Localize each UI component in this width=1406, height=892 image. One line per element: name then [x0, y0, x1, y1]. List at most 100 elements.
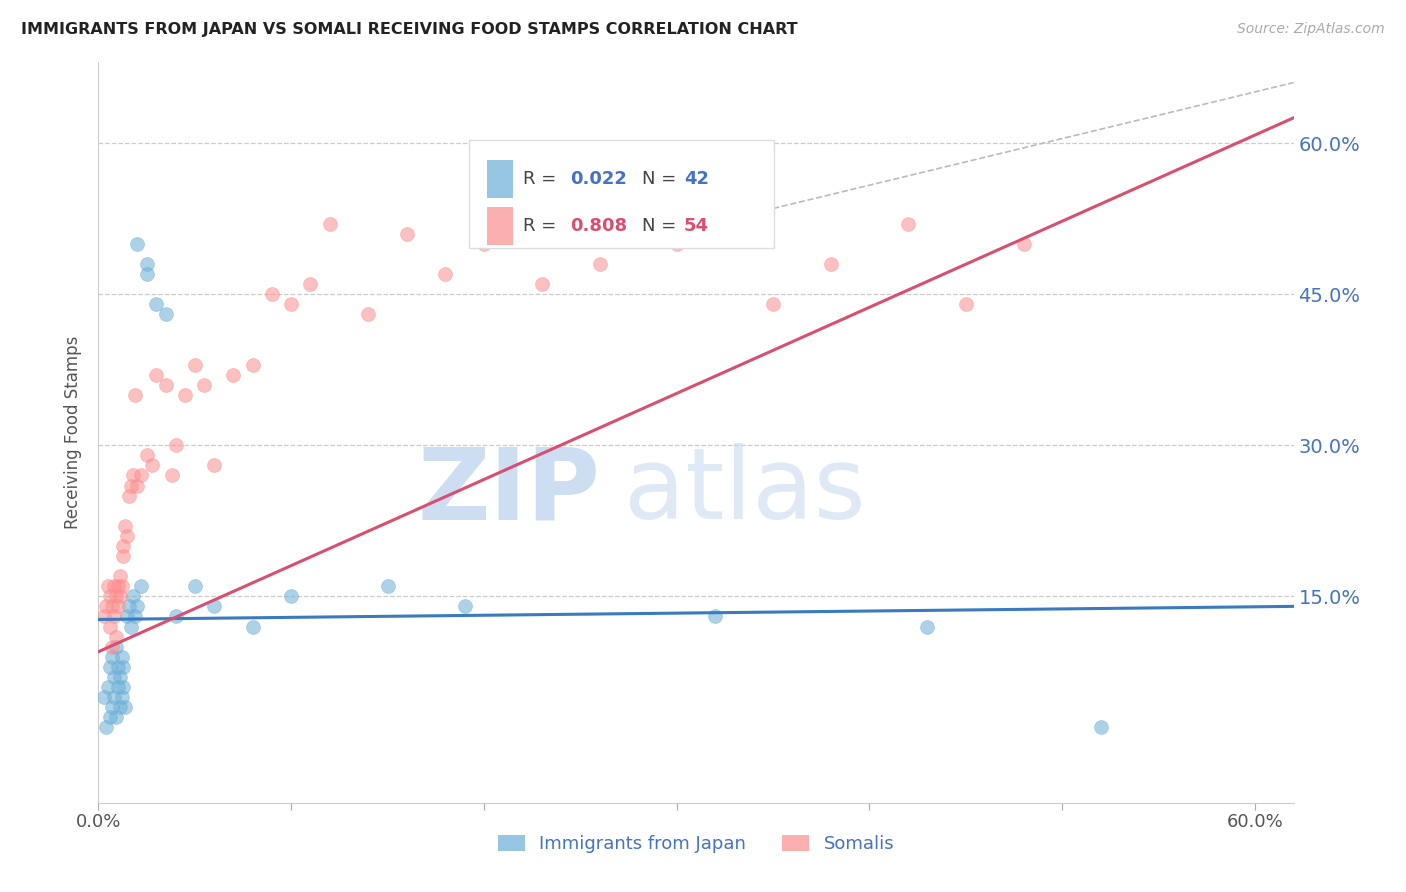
Point	[93, 690, 115, 704]
Point	[101, 700, 124, 714]
Point	[395, 227, 418, 241]
Point	[242, 619, 264, 633]
Text: N =: N =	[643, 217, 682, 235]
Point	[202, 458, 225, 473]
Point	[98, 710, 121, 724]
Point	[98, 590, 121, 604]
Point	[129, 468, 152, 483]
Point	[94, 599, 117, 614]
Point	[104, 710, 127, 724]
Point	[94, 720, 117, 734]
Text: atlas: atlas	[624, 443, 866, 541]
Point	[104, 640, 127, 654]
Point	[160, 468, 183, 483]
Point	[434, 267, 457, 281]
Text: R =: R =	[523, 169, 561, 188]
Text: 60.0%: 60.0%	[1226, 813, 1284, 830]
Point	[125, 599, 148, 614]
Point	[125, 478, 148, 492]
Point	[110, 690, 132, 704]
Point	[107, 680, 129, 694]
Text: 0.0%: 0.0%	[76, 813, 121, 830]
Text: R =: R =	[523, 217, 561, 235]
FancyBboxPatch shape	[486, 207, 513, 245]
Point	[107, 660, 129, 674]
Point	[108, 590, 131, 604]
Point	[135, 257, 157, 271]
Text: 0.808: 0.808	[571, 217, 627, 235]
Point	[112, 549, 135, 563]
Point	[97, 579, 120, 593]
Point	[184, 579, 207, 593]
Point	[377, 579, 399, 593]
Point	[222, 368, 245, 382]
Point	[1090, 720, 1112, 734]
Point	[112, 660, 135, 674]
Point	[117, 609, 139, 624]
FancyBboxPatch shape	[486, 160, 513, 198]
Point	[117, 529, 139, 543]
Point	[108, 569, 131, 583]
Point	[820, 257, 842, 271]
Point	[122, 468, 145, 483]
Point	[280, 590, 302, 604]
Point	[299, 277, 322, 291]
Point	[114, 700, 136, 714]
Point	[98, 660, 121, 674]
Point	[108, 670, 131, 684]
Point	[704, 609, 727, 624]
Point	[118, 489, 141, 503]
FancyBboxPatch shape	[470, 140, 773, 247]
Point	[762, 297, 785, 311]
Point	[129, 579, 152, 593]
Point	[193, 377, 215, 392]
Point	[103, 670, 125, 684]
Point	[917, 619, 939, 633]
Point	[120, 619, 142, 633]
Point	[472, 236, 495, 251]
Point	[1012, 236, 1035, 251]
Point	[122, 590, 145, 604]
Point	[104, 590, 127, 604]
Point	[665, 236, 688, 251]
Point	[103, 579, 125, 593]
Point	[110, 579, 132, 593]
Point	[107, 599, 129, 614]
Point	[155, 307, 177, 321]
Point	[108, 700, 131, 714]
Point	[135, 267, 157, 281]
Point	[155, 377, 177, 392]
Point	[97, 680, 120, 694]
Point	[319, 217, 342, 231]
Point	[135, 448, 157, 462]
Point	[202, 599, 225, 614]
Point	[145, 368, 167, 382]
Point	[125, 236, 148, 251]
Point	[141, 458, 163, 473]
Point	[103, 609, 125, 624]
Point	[174, 388, 197, 402]
Point	[242, 358, 264, 372]
Point	[955, 297, 977, 311]
Point	[103, 690, 125, 704]
Legend: Immigrants from Japan, Somalis: Immigrants from Japan, Somalis	[491, 828, 901, 861]
Text: ZIP: ZIP	[418, 443, 600, 541]
Text: N =: N =	[643, 169, 682, 188]
Point	[110, 649, 132, 664]
Point	[120, 478, 142, 492]
Point	[93, 609, 115, 624]
Text: IMMIGRANTS FROM JAPAN VS SOMALI RECEIVING FOOD STAMPS CORRELATION CHART: IMMIGRANTS FROM JAPAN VS SOMALI RECEIVIN…	[21, 22, 797, 37]
Point	[107, 579, 129, 593]
Point	[124, 388, 146, 402]
Point	[280, 297, 302, 311]
Point	[357, 307, 380, 321]
Point	[260, 287, 283, 301]
Text: 0.022: 0.022	[571, 169, 627, 188]
Point	[112, 680, 135, 694]
Point	[530, 277, 553, 291]
Point	[145, 297, 167, 311]
Point	[101, 649, 124, 664]
Point	[112, 539, 135, 553]
Text: Source: ZipAtlas.com: Source: ZipAtlas.com	[1237, 22, 1385, 37]
Text: 54: 54	[685, 217, 709, 235]
